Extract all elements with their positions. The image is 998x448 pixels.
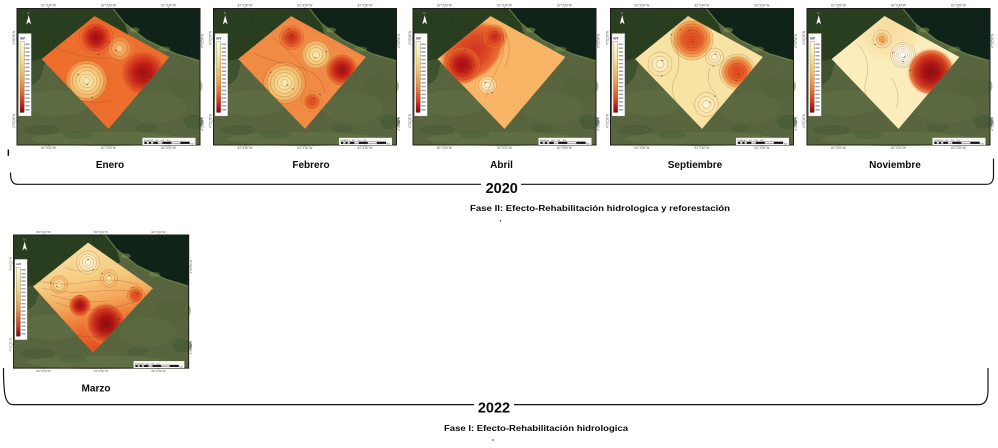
svg-text:Marzo: Marzo	[82, 384, 111, 395]
svg-text:2020: 2020	[486, 181, 518, 197]
svg-text:Fase II: Efecto-Rehabilitación: Fase II: Efecto-Rehabilitación hidrologi…	[470, 203, 730, 213]
svg-text:Fase I: Efecto-Rehabilitación: Fase I: Efecto-Rehabilitación hidrologic…	[444, 423, 628, 433]
svg-text:Septiembre: Septiembre	[668, 160, 723, 171]
svg-text:Noviembre: Noviembre	[869, 160, 921, 171]
svg-text:Febrero: Febrero	[292, 160, 329, 171]
svg-text:2022: 2022	[478, 401, 510, 417]
svg-text:Abril: Abril	[490, 160, 513, 171]
svg-text:Enero: Enero	[96, 160, 124, 171]
